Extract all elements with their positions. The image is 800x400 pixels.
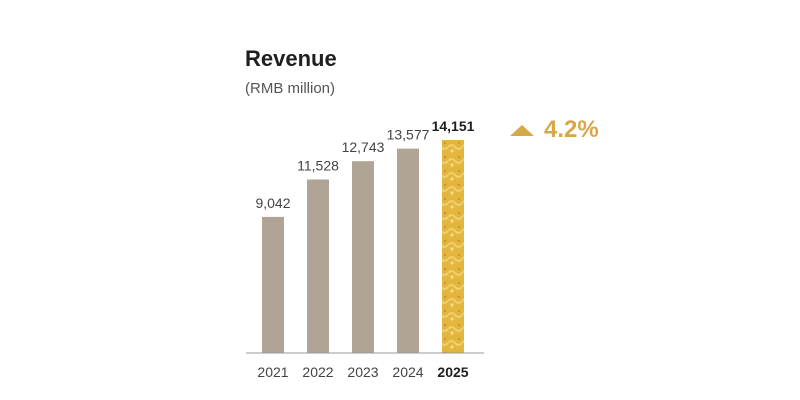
value-label-2022: 11,528 bbox=[297, 157, 339, 173]
category-label-2021: 2021 bbox=[257, 364, 288, 380]
category-label-2023: 2023 bbox=[347, 364, 378, 380]
bars-group bbox=[262, 140, 464, 353]
value-label-2023: 12,743 bbox=[342, 139, 385, 155]
bar-2023 bbox=[352, 161, 374, 353]
category-label-2022: 2022 bbox=[302, 364, 333, 380]
bar-2025 bbox=[442, 140, 464, 353]
category-label-2024: 2024 bbox=[392, 364, 423, 380]
chart-subtitle: (RMB million) bbox=[245, 80, 335, 97]
category-labels-group: 2021 2022 2023 2024 2025 bbox=[257, 364, 468, 380]
value-label-2021: 9,042 bbox=[255, 195, 290, 211]
up-triangle-icon bbox=[510, 124, 534, 136]
value-label-2025: 14,151 bbox=[432, 118, 475, 134]
category-label-2025: 2025 bbox=[437, 364, 468, 380]
bar-2021 bbox=[262, 216, 284, 353]
value-label-2024: 13,577 bbox=[387, 127, 430, 143]
growth-annotation: 4.2% bbox=[510, 116, 599, 144]
bar-2022 bbox=[307, 179, 329, 353]
chart-title: Revenue bbox=[245, 46, 337, 71]
bar-2024 bbox=[397, 148, 419, 353]
growth-percentage: 4.2% bbox=[544, 116, 599, 143]
